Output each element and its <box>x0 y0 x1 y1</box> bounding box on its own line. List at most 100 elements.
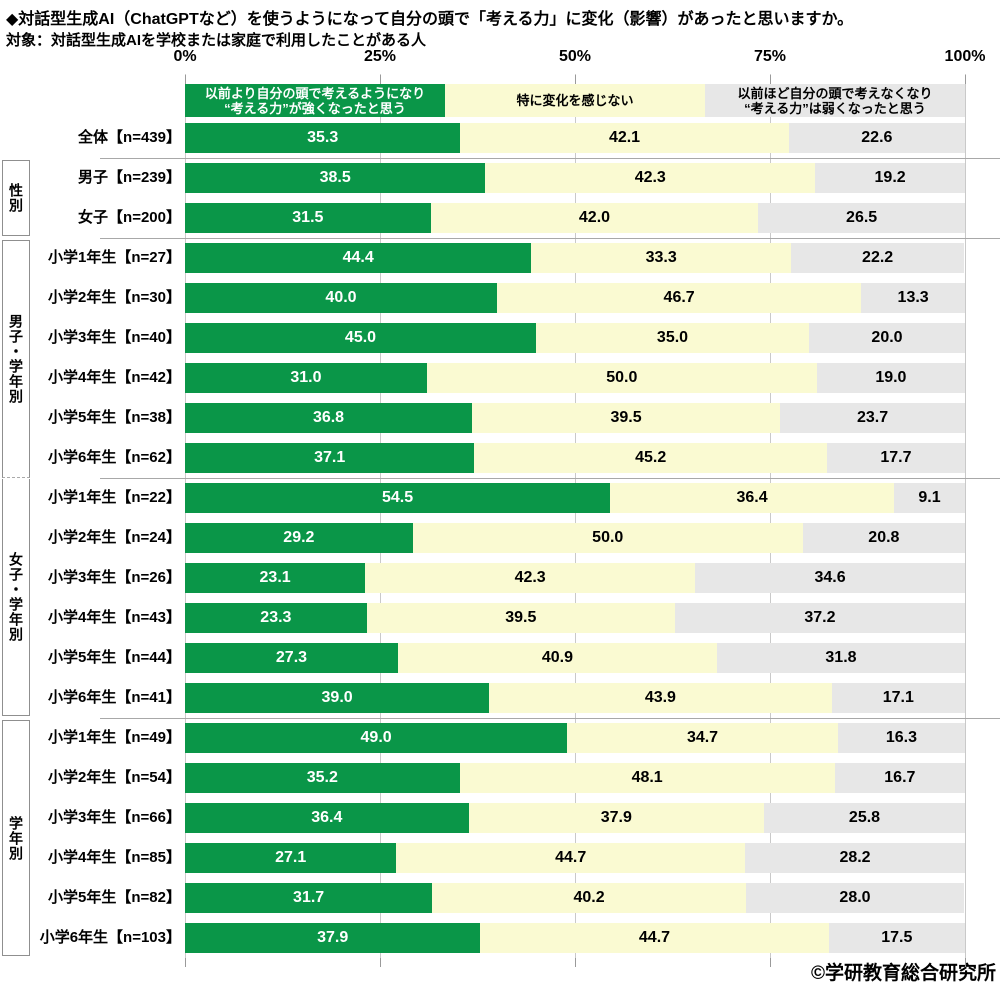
segment-value-label: 23.1 <box>259 569 291 586</box>
gridline-0pct <box>185 74 186 958</box>
segment-value-label: 17.7 <box>880 449 912 466</box>
bar-segment-no-change: 42.0 <box>430 203 759 233</box>
bar-segment-no-change: 35.0 <box>536 323 809 353</box>
row-label: 小学5年生【n=38】 <box>48 409 181 426</box>
group-label: 性別 <box>8 183 24 213</box>
segment-value-label: 27.3 <box>275 649 308 666</box>
bar-segment-no-change: 44.7 <box>480 923 829 953</box>
stacked-bar: 23.3 39.5 37.2 <box>185 603 965 633</box>
bar-segment-no-change: 45.2 <box>474 443 827 473</box>
segment-value-label: 27.1 <box>275 849 307 866</box>
bar-segment-stronger: 31.5 <box>185 203 431 233</box>
segment-value-label: 17.1 <box>882 689 914 706</box>
segment-value-label: 42.1 <box>608 129 641 146</box>
bar-segment-no-change: 50.0 <box>412 523 803 553</box>
row-label: 小学2年生【n=30】 <box>48 289 181 306</box>
bar-segment-weaker: 16.7 <box>834 763 965 793</box>
legend-item-0: 以前より自分の頭で考えるようになり “考える力”が強くなったと思う <box>185 84 445 117</box>
axis-tick-mark-bottom <box>185 958 186 967</box>
segment-value-label: 44.7 <box>555 849 587 866</box>
bar-segment-stronger: 38.5 <box>185 163 486 193</box>
x-axis-tick-label: 25% <box>363 48 397 65</box>
row-label: 小学2年生【n=24】 <box>48 529 181 546</box>
bar-segment-stronger: 44.4 <box>185 243 532 273</box>
segment-value-label: 25.8 <box>848 809 881 826</box>
bar-segment-stronger: 29.2 <box>185 523 413 553</box>
bar-segment-no-change: 44.7 <box>396 843 746 873</box>
stacked-bar: 37.9 44.7 17.5 <box>185 923 965 953</box>
segment-value-label: 46.7 <box>663 289 695 306</box>
chart-row: 小学5年生【n=44】 27.3 40.9 31.8 <box>0 638 1000 678</box>
row-label: 小学4年生【n=43】 <box>48 609 181 626</box>
chart-row: 小学2年生【n=24】 29.2 50.0 20.8 <box>0 518 1000 558</box>
chart-title: ◆対話型生成AI（ChatGPTなど）を使うようになって自分の頭で「考える力」に… <box>6 11 854 28</box>
segment-value-label: 33.3 <box>645 249 677 266</box>
axis-tick-mark-bottom <box>770 958 771 967</box>
segment-value-label: 43.9 <box>644 689 676 706</box>
bar-segment-weaker: 28.2 <box>745 843 965 873</box>
bar-segment-stronger: 36.4 <box>185 803 469 833</box>
segment-value-label: 37.9 <box>317 929 349 946</box>
bar-segment-no-change: 39.5 <box>472 403 781 433</box>
bar-segment-stronger: 39.0 <box>185 683 490 713</box>
chart-row: 小学4年生【n=85】 27.1 44.7 28.2 <box>0 838 1000 878</box>
bar-segment-weaker: 17.1 <box>831 683 965 713</box>
legend-item-2: 以前ほど自分の頭で考えなくなり “考える力”は弱くなったと思う <box>705 84 965 117</box>
group-label: 学年別 <box>8 815 24 861</box>
bar-segment-no-change: 40.9 <box>397 643 717 673</box>
group-label: 女子・学年別 <box>8 552 24 642</box>
bar-segment-weaker: 13.3 <box>861 283 965 313</box>
bar-segment-weaker: 37.2 <box>674 603 965 633</box>
bar-segment-weaker: 34.6 <box>695 563 965 593</box>
group-label: 男子・学年別 <box>8 314 24 404</box>
bar-segment-stronger: 35.2 <box>185 763 460 793</box>
group-boundary-line <box>100 238 1000 239</box>
segment-value-label: 19.2 <box>874 169 906 186</box>
group-boundary-line <box>100 718 1000 719</box>
stacked-bar: 49.0 34.7 16.3 <box>185 723 965 753</box>
gridline-50pct <box>575 74 576 958</box>
segment-value-label: 36.8 <box>312 409 345 426</box>
legend-item-1: 特に変化を感じない <box>445 84 705 117</box>
stacked-bar: 31.5 42.0 26.5 <box>185 203 965 233</box>
row-label: 女子【n=200】 <box>78 209 181 226</box>
bar-segment-weaker: 20.8 <box>802 523 965 553</box>
segment-value-label: 48.1 <box>631 769 663 786</box>
chart-row: 小学2年生【n=54】 35.2 48.1 16.7 <box>0 758 1000 798</box>
axis-tick-mark-top <box>965 75 966 84</box>
segment-value-label: 17.5 <box>881 929 913 946</box>
segment-value-label: 35.2 <box>306 769 338 786</box>
segment-value-label: 37.9 <box>600 809 632 826</box>
segment-value-label: 39.0 <box>321 689 353 706</box>
bar-segment-weaker: 22.2 <box>791 243 965 273</box>
bar-segment-no-change: 48.1 <box>459 763 835 793</box>
bar-segment-stronger: 31.7 <box>185 883 433 913</box>
x-axis-tick-label: 50% <box>558 48 592 65</box>
gridline-25pct <box>380 74 381 958</box>
row-label: 男子【n=239】 <box>78 169 181 186</box>
stacked-bar: 31.0 50.0 19.0 <box>185 363 965 393</box>
chart-subtitle: 対象：対話型生成AIを学校または家庭で利用したことがある人 <box>6 32 427 49</box>
segment-value-label: 42.3 <box>514 569 546 586</box>
x-axis-tick-label: 100% <box>944 48 986 65</box>
axis-tick-mark-bottom <box>575 958 576 967</box>
segment-value-label: 45.2 <box>635 449 667 466</box>
stacked-bar: 36.8 39.5 23.7 <box>185 403 965 433</box>
row-label: 小学5年生【n=82】 <box>48 889 181 906</box>
stacked-bar: 23.1 42.3 34.6 <box>185 563 965 593</box>
segment-value-label: 42.3 <box>634 169 666 186</box>
row-label: 小学1年生【n=22】 <box>48 489 181 506</box>
bar-segment-weaker: 23.7 <box>780 403 965 433</box>
bar-segment-weaker: 28.0 <box>745 883 965 913</box>
segment-value-label: 22.2 <box>862 249 894 266</box>
segment-value-label: 13.3 <box>897 289 929 306</box>
segment-value-label: 38.5 <box>319 169 351 186</box>
row-label: 小学3年生【n=40】 <box>48 329 181 346</box>
stacked-bar: 31.7 40.2 28.0 <box>185 883 965 913</box>
bar-segment-no-change: 42.3 <box>365 563 696 593</box>
segment-value-label: 28.0 <box>839 889 871 906</box>
segment-value-label: 28.2 <box>839 849 871 866</box>
bar-segment-no-change: 33.3 <box>531 243 792 273</box>
bar-segment-stronger: 37.1 <box>185 443 475 473</box>
